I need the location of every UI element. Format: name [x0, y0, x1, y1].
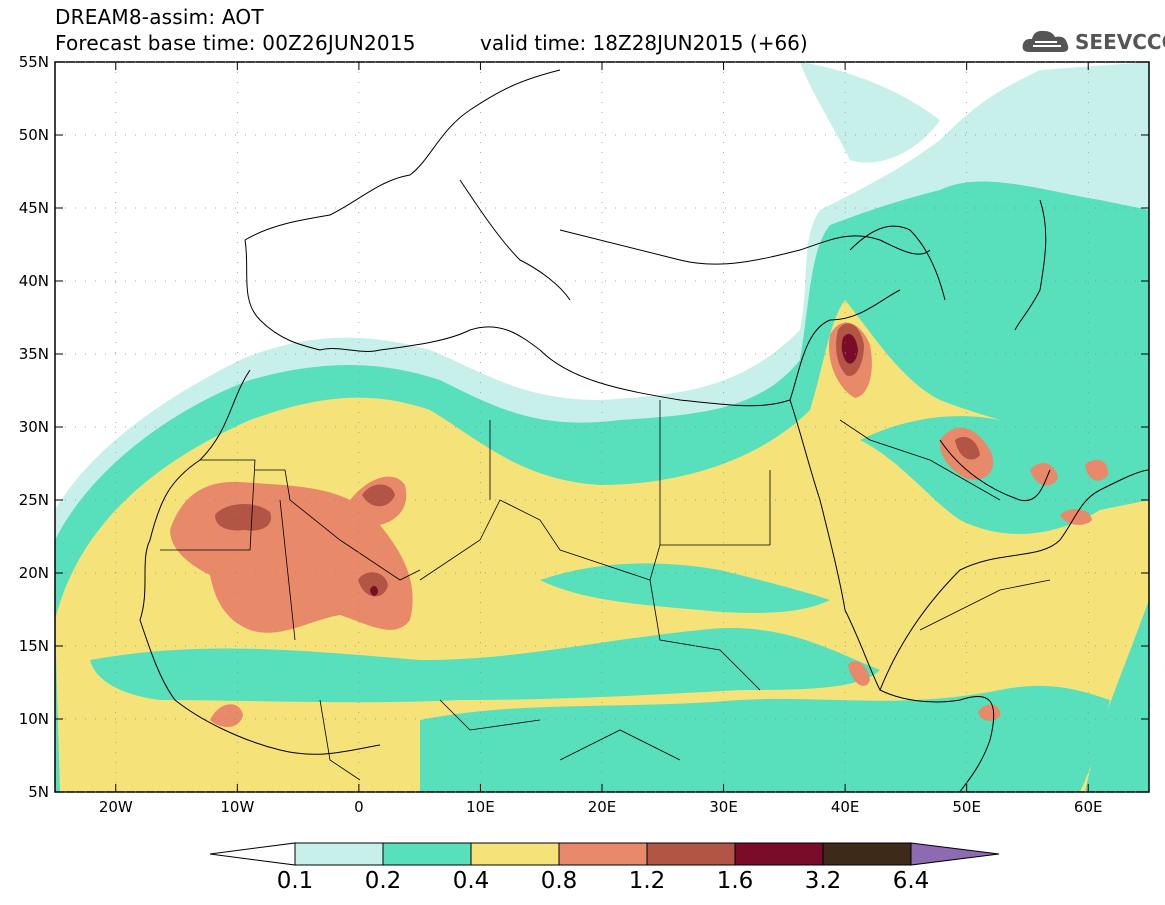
lat-label: 25N	[19, 491, 49, 509]
lat-label: 15N	[19, 637, 49, 655]
lon-label: 0	[354, 798, 364, 816]
aot-contour-0.2-band1	[90, 628, 880, 703]
lon-label: 50E	[952, 798, 981, 816]
aot-contour-0.8-arabsea	[1060, 508, 1092, 525]
lon-label: 60E	[1074, 798, 1103, 816]
map-title: DREAM8-assim: AOT	[55, 5, 264, 29]
aot-contour-0.1-b	[800, 62, 940, 163]
colorbar-swatch	[734, 842, 824, 866]
colorbar-tick-label: 0.1	[276, 868, 314, 894]
lon-label: 20E	[588, 798, 617, 816]
colorbar-tick-label: 0.4	[452, 868, 490, 894]
lon-label: 20W	[99, 798, 133, 816]
aot-contour-0.8-eritrea	[848, 660, 870, 686]
lat-label: 40N	[19, 272, 49, 290]
aot-contour-1.6-iraq	[841, 334, 858, 364]
aot-contour-0.8-oman	[1030, 463, 1058, 486]
lat-label: 20N	[19, 564, 49, 582]
aot-contour-0.2-band3	[540, 563, 830, 613]
lat-label: 10N	[19, 710, 49, 728]
aot-contour-0.8-oman2	[1085, 459, 1109, 481]
lon-label: 30E	[709, 798, 738, 816]
borders	[160, 400, 1051, 781]
lon-label: 10E	[466, 798, 495, 816]
colorbar-swatch	[294, 842, 384, 866]
colorbar-swatch	[646, 842, 736, 866]
aot-contour-1.2-niger	[362, 484, 395, 507]
aot-contour-1.2-gulf	[955, 436, 980, 460]
lat-label: 55N	[19, 53, 49, 71]
colorbar-tick-label: 6.4	[892, 868, 930, 894]
aot-contour-0.2-ne	[860, 416, 1149, 534]
lat-label: 5N	[28, 783, 49, 801]
colorbar-over-triangle	[910, 842, 1000, 866]
cloud-icon	[1022, 30, 1069, 52]
colorbar-under-triangle	[209, 842, 296, 866]
lat-label: 45N	[19, 199, 49, 217]
lat-label: 50N	[19, 126, 49, 144]
longitude-labels: 20W 10W 0 10E 20E 30E 40E 50E 60E	[99, 798, 1103, 816]
aot-contour-1.6-mali	[370, 586, 378, 596]
latitude-labels: 55N 50N 45N 40N 35N 30N 25N 20N 15N 10N 5N	[19, 53, 49, 801]
colorbar-tick-label: 0.8	[540, 868, 578, 894]
aot-field	[55, 62, 1149, 792]
lat-label: 30N	[19, 418, 49, 436]
lon-label: 10W	[220, 798, 254, 816]
aot-contour-0.8-west	[210, 704, 243, 727]
coastlines	[139, 69, 1149, 792]
colorbar-swatch	[470, 842, 560, 866]
colorbar-swatch	[558, 842, 648, 866]
forecast-base-time: Forecast base time: 00Z26JUN2015	[55, 31, 416, 55]
colorbar-tick-label: 1.2	[628, 868, 666, 894]
aot-contour-1.2-mali	[215, 504, 272, 531]
seevccc-logo: SEEVCCC	[1021, 26, 1165, 56]
colorbar-tick-label: 1.6	[716, 868, 754, 894]
logo-text: SEEVCCC	[1075, 30, 1165, 54]
colorbar-tick-label: 3.2	[804, 868, 842, 894]
aot-contour-0.2-band2	[420, 685, 1110, 792]
aot-contour-0.8-somalia	[978, 704, 1001, 721]
lon-label: 40E	[831, 798, 860, 816]
lat-label: 35N	[19, 345, 49, 363]
colorbar-tick-label: 0.2	[364, 868, 402, 894]
axis-ticks	[55, 61, 1149, 793]
valid-time: valid time: 18Z28JUN2015 (+66)	[480, 31, 808, 55]
aot-contour-1.2-mali2	[358, 572, 388, 597]
colorbar-swatch	[822, 842, 912, 866]
colorbar-swatch	[382, 842, 472, 866]
